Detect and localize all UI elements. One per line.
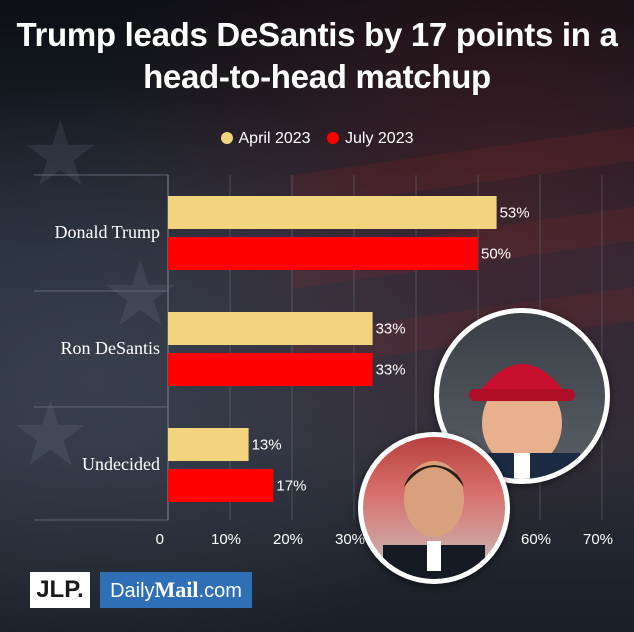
data-label: 53% bbox=[500, 204, 530, 221]
star-icon: ★ bbox=[100, 245, 181, 345]
legend-swatch-april bbox=[220, 132, 233, 144]
dailymail-prefix: Daily bbox=[110, 580, 155, 602]
bar bbox=[168, 428, 249, 461]
dailymail-bold: Mail bbox=[154, 577, 199, 602]
dailymail-suffix: .com bbox=[198, 580, 242, 602]
category-label: Donald Trump bbox=[54, 222, 160, 242]
bar bbox=[168, 196, 497, 229]
dailymail-logo: DailyMail.com bbox=[100, 572, 252, 608]
desantis-photo bbox=[358, 432, 510, 584]
x-tick-label: 60% bbox=[521, 531, 551, 548]
x-tick-label: 30% bbox=[335, 531, 365, 548]
data-label: 13% bbox=[252, 436, 282, 453]
x-tick-label: 0 bbox=[156, 531, 164, 548]
data-label: 33% bbox=[376, 320, 406, 337]
data-label: 17% bbox=[276, 477, 306, 494]
data-label: 50% bbox=[481, 245, 511, 262]
bar bbox=[168, 469, 274, 502]
title-line-2: head-to-head matchup bbox=[143, 58, 491, 95]
legend-swatch-july bbox=[327, 132, 339, 144]
category-label: Ron DeSantis bbox=[60, 338, 160, 358]
star-icon: ★ bbox=[10, 385, 91, 485]
bar bbox=[168, 353, 373, 386]
jlp-logo: JLP. bbox=[30, 572, 90, 608]
data-label: 33% bbox=[376, 361, 406, 378]
star-icon: ★ bbox=[20, 105, 101, 205]
x-tick-label: 10% bbox=[211, 531, 241, 548]
legend-item-july: July 2023 bbox=[327, 130, 414, 148]
bar bbox=[168, 312, 373, 345]
legend-label-april: April 2023 bbox=[238, 130, 311, 147]
title-line-1: Trump leads DeSantis by 17 points in a bbox=[16, 16, 618, 53]
x-tick-label: 70% bbox=[583, 531, 613, 548]
category-label: Undecided bbox=[82, 454, 160, 474]
page-title: Trump leads DeSantis by 17 points in a h… bbox=[0, 14, 634, 98]
x-tick-label: 20% bbox=[273, 531, 303, 548]
legend: April 2023 July 2023 bbox=[0, 130, 634, 148]
legend-item-april: April 2023 bbox=[220, 130, 311, 148]
legend-label-july: July 2023 bbox=[345, 130, 414, 147]
desantis-illustration bbox=[383, 461, 485, 579]
bar bbox=[168, 237, 478, 270]
